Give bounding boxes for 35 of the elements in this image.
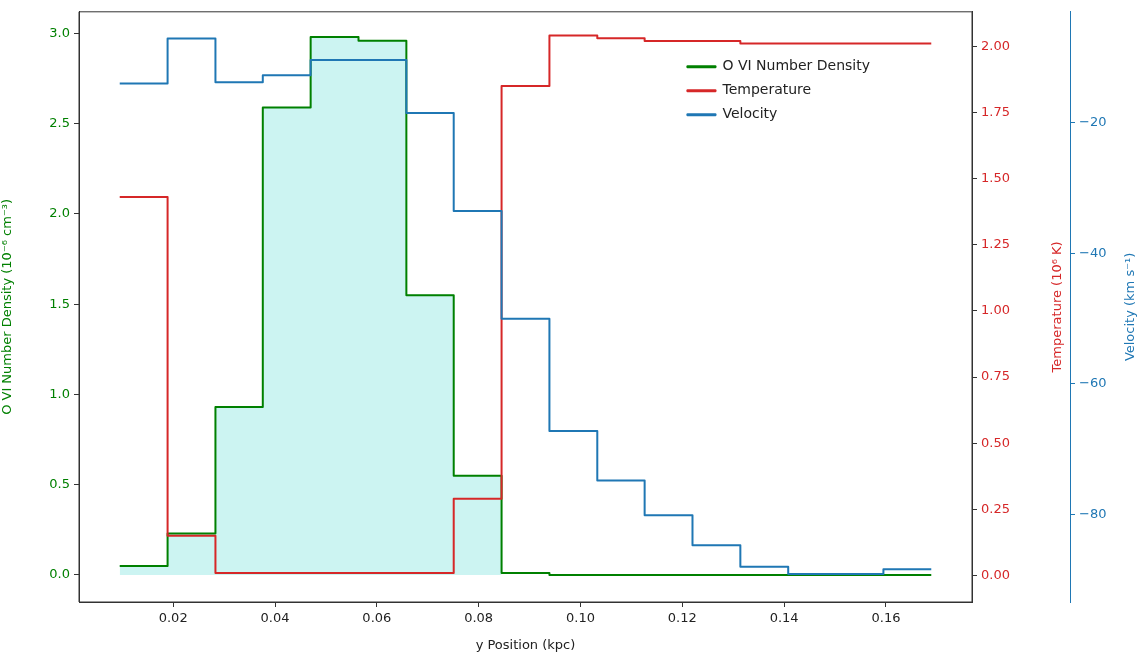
legend-label: Temperature [721,81,812,98]
x-tick-label: 0.14 [769,610,799,626]
y-tick-label: 0.0 [49,566,70,582]
y2-tick-label: 1.50 [981,169,1010,185]
y-axis-title: O VI Number Density (10⁻⁶ cm⁻³) [0,198,15,415]
y-tick-label: 1.5 [49,295,70,311]
y2-tick-label: 1.00 [981,302,1010,318]
y2-tick-label: 1.75 [981,103,1010,119]
y-tick-label: 0.5 [49,476,70,492]
y3-tick-label: −20 [1079,114,1107,130]
y-tick-label: 1.0 [49,385,70,401]
y2-axis-title: Temperature (10⁶ K) [1049,241,1065,374]
legend-label: O VI Number Density [722,57,871,74]
y2-tick-label: 0.25 [981,500,1010,516]
y2-tick-label: 1.25 [981,236,1010,252]
y-tick-label: 2.0 [49,205,70,221]
x-tick-label: 0.06 [362,610,392,626]
x-tick-label: 0.16 [871,610,901,626]
y2-tick-label: 2.00 [981,37,1010,53]
x-axis-title: y Position (kpc) [475,636,576,652]
y2-tick-label: 0.00 [981,566,1010,582]
x-tick-label: 0.10 [566,610,595,626]
x-tick-label: 0.12 [667,610,697,626]
legend-label: Velocity [722,105,778,122]
y2-tick-label: 0.50 [981,434,1010,450]
y2-tick-label: 0.75 [981,368,1010,384]
x-tick-label: 0.04 [260,610,290,626]
y3-axis-title: Velocity (km s⁻¹) [1122,252,1138,362]
y3-tick-label: −60 [1079,375,1107,391]
y-tick-label: 2.5 [49,115,70,131]
y3-tick-label: −80 [1079,505,1107,521]
x-tick-label: 0.02 [158,610,188,626]
y-tick-label: 3.0 [49,24,70,40]
y3-tick-label: −40 [1079,244,1107,260]
x-tick-label: 0.08 [464,610,494,626]
